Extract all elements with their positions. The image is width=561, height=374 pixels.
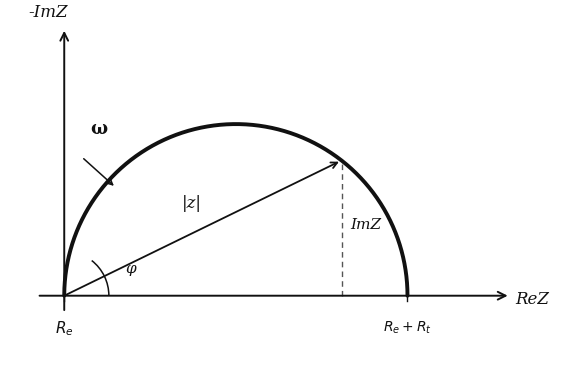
Text: φ: φ (126, 262, 136, 276)
Text: ReZ: ReZ (516, 291, 549, 308)
Text: ImZ: ImZ (350, 218, 381, 232)
Text: |z|: |z| (182, 195, 201, 212)
Text: $R_e + R_t$: $R_e + R_t$ (383, 320, 432, 336)
Text: -ImZ: -ImZ (28, 4, 68, 21)
Text: ω: ω (90, 120, 107, 138)
Text: $R_e$: $R_e$ (55, 320, 73, 338)
